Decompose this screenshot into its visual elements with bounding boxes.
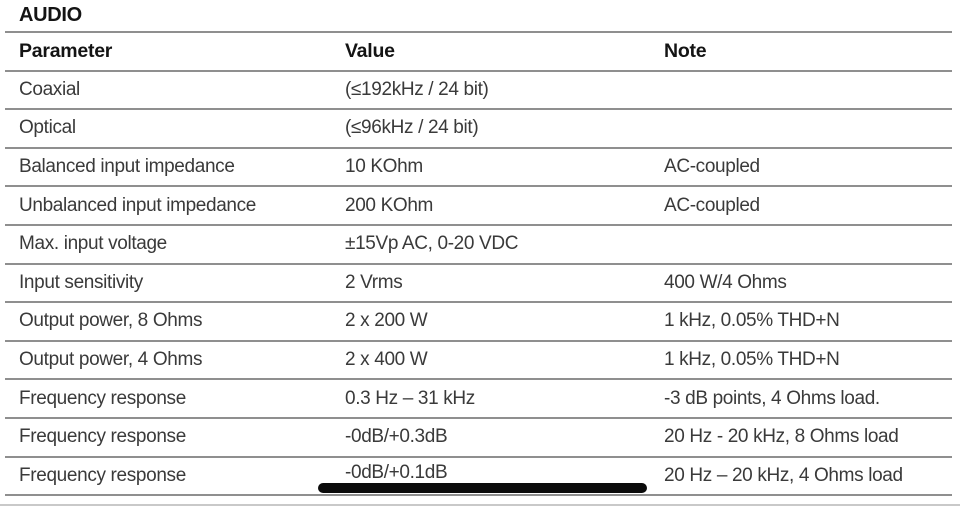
note-cell: AC-coupled — [664, 156, 760, 178]
table-row: Frequency response 0.3 Hz – 31 kHz -3 dB… — [5, 380, 952, 419]
note-cell: AC-coupled — [664, 194, 760, 216]
value-cell: 2 x 400 W — [345, 349, 428, 371]
value-cell: 10 KOhm — [345, 156, 423, 178]
value-cell: (≤96kHz / 24 bit) — [345, 117, 479, 139]
table-row: Output power, 8 Ohms 2 x 200 W 1 kHz, 0.… — [5, 303, 952, 342]
parameter-cell: Frequency response — [19, 426, 186, 448]
section-title: AUDIO — [19, 4, 82, 26]
table-row: Optical (≤96kHz / 24 bit) — [5, 110, 952, 149]
parameter-cell: Output power, 4 Ohms — [19, 349, 203, 371]
table-row: Coaxial (≤192kHz / 24 bit) — [5, 72, 952, 111]
page-bottom-rule — [0, 504, 960, 506]
value-cell: -0dB/+0.3dB — [345, 426, 448, 448]
note-cell: 400 W/4 Ohms — [664, 271, 787, 293]
parameter-cell: Input sensitivity — [19, 271, 143, 293]
parameter-cell: Balanced input impedance — [19, 156, 235, 178]
value-cell: -0dB/+0.1dB — [345, 461, 448, 483]
table-row: Frequency response -0dB/+0.1dB 20 Hz – 2… — [5, 458, 952, 497]
parameter-cell: Coaxial — [19, 78, 80, 100]
value-cell: 2 x 200 W — [345, 310, 428, 332]
note-cell: 20 Hz - 20 kHz, 8 Ohms load — [664, 426, 899, 448]
column-header-note: Note — [664, 39, 707, 62]
parameter-cell: Max. input voltage — [19, 233, 167, 255]
note-cell: -3 dB points, 4 Ohms load. — [664, 387, 880, 409]
value-cell: 200 KOhm — [345, 194, 434, 216]
parameter-cell: Frequency response — [19, 387, 186, 409]
value-cell: (≤192kHz / 24 bit) — [345, 78, 489, 100]
table-header-row: Parameter Value Note — [5, 33, 952, 72]
column-header-parameter: Parameter — [19, 39, 113, 62]
table-row: Unbalanced input impedance 200 KOhm AC-c… — [5, 187, 952, 226]
table-row: Max. input voltage ±15Vp AC, 0-20 VDC — [5, 226, 952, 265]
note-cell: 1 kHz, 0.05% THD+N — [664, 310, 840, 332]
note-cell: 1 kHz, 0.05% THD+N — [664, 349, 840, 371]
spec-sheet: AUDIO Parameter Value Note Coaxial (≤192… — [5, 0, 952, 497]
note-cell: 20 Hz – 20 kHz, 4 Ohms load — [664, 464, 903, 486]
section-header: AUDIO — [5, 0, 952, 33]
parameter-cell: Optical — [19, 117, 76, 139]
table-row: Output power, 4 Ohms 2 x 400 W 1 kHz, 0.… — [5, 342, 952, 381]
value-cell: 0.3 Hz – 31 kHz — [345, 387, 475, 409]
table-row: Frequency response -0dB/+0.3dB 20 Hz - 2… — [5, 419, 952, 458]
table-row: Balanced input impedance 10 KOhm AC-coup… — [5, 149, 952, 188]
value-cell: ±15Vp AC, 0-20 VDC — [345, 233, 519, 255]
value-cell: 2 Vrms — [345, 271, 403, 293]
parameter-cell: Output power, 8 Ohms — [19, 310, 203, 332]
parameter-cell: Unbalanced input impedance — [19, 194, 257, 216]
redaction-mark — [318, 483, 647, 494]
column-header-value: Value — [345, 39, 395, 62]
parameter-cell: Frequency response — [19, 464, 186, 486]
table-row: Input sensitivity 2 Vrms 400 W/4 Ohms — [5, 265, 952, 304]
